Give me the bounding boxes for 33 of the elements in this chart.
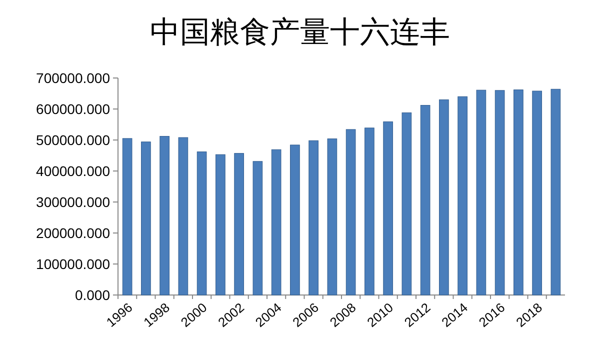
bar [346,129,356,296]
bar [178,137,188,296]
chart-title: 中国粮食产量十六连丰 [150,16,450,49]
y-tick-label: 600000.000 [36,101,110,117]
bar [402,112,412,296]
y-tick-label: 400000.000 [36,163,110,179]
bar [439,99,449,296]
y-tick-label: 100000.000 [36,256,110,272]
bar [216,154,226,296]
bar [476,90,486,296]
bar [308,140,318,296]
bar [514,90,524,296]
y-tick-label: 200000.000 [36,225,110,241]
bar [141,142,151,296]
y-tick-label: 700000.000 [36,70,110,86]
bar [420,105,430,296]
bar [252,161,263,296]
bar [290,144,300,296]
bar [327,138,338,296]
bar [383,121,393,296]
bar [234,153,244,296]
bar [550,88,561,296]
y-tick-label: 500000.000 [36,132,110,148]
bar [494,90,505,296]
bar [458,96,468,296]
y-tick-label: 0.000 [74,287,110,303]
bar [160,136,170,296]
bar [196,152,207,296]
bar [271,149,282,296]
y-tick-label: 300000.000 [36,194,110,210]
bar [364,128,374,296]
bar [122,138,132,296]
bar [532,90,542,296]
